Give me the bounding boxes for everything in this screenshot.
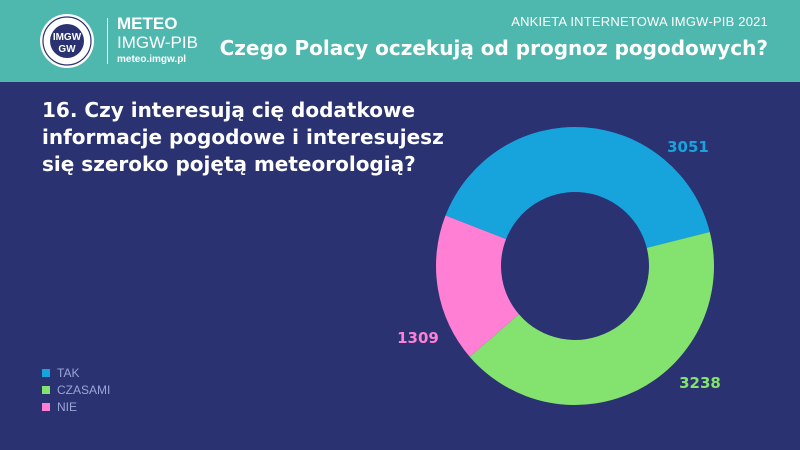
imgw-seal-icon: IMGW GW xyxy=(40,14,94,68)
legend-swatch-czasami xyxy=(42,385,50,394)
donut-slice-tak xyxy=(445,126,710,248)
legend-item-nie: NIE xyxy=(42,398,110,415)
donut-slice-czasami xyxy=(469,232,714,406)
question-text: 16. Czy interesują cię dodatkowe informa… xyxy=(42,98,444,176)
survey-name: ANKIETA INTERNETOWA IMGW-PIB 2021 xyxy=(511,14,768,29)
brand-block: METEO IMGW-PIB meteo.imgw.pl xyxy=(117,14,198,68)
legend-swatch-tak xyxy=(42,368,50,377)
seal-text-bottom: GW xyxy=(58,44,76,55)
brand-url: meteo.imgw.pl xyxy=(117,54,187,65)
page-title: Czego Polacy oczekują od prognoz pogodow… xyxy=(219,36,768,60)
logo-divider xyxy=(107,18,108,64)
legend-item-tak: TAK xyxy=(42,364,110,381)
legend-label-czasami: CZASAMI xyxy=(57,382,111,397)
header-bar: IMGW GW METEO IMGW-PIB meteo.imgw.pl ANK… xyxy=(0,0,800,82)
data-label-czasami: 3238 xyxy=(679,374,721,392)
brand-sub: IMGW-PIB xyxy=(117,33,198,52)
legend-item-czasami: CZASAMI xyxy=(42,381,110,398)
donut-slice-nie xyxy=(436,215,519,357)
chart-legend: TAK CZASAMI NIE xyxy=(42,364,110,415)
legend-swatch-nie xyxy=(42,402,50,411)
brand-name: METEO xyxy=(117,14,178,33)
data-label-nie: 1309 xyxy=(397,329,439,347)
seal-text-top: IMGW xyxy=(53,32,82,43)
data-label-tak: 3051 xyxy=(667,138,709,156)
legend-label-nie: NIE xyxy=(57,399,78,414)
legend-label-tak: TAK xyxy=(57,365,80,380)
